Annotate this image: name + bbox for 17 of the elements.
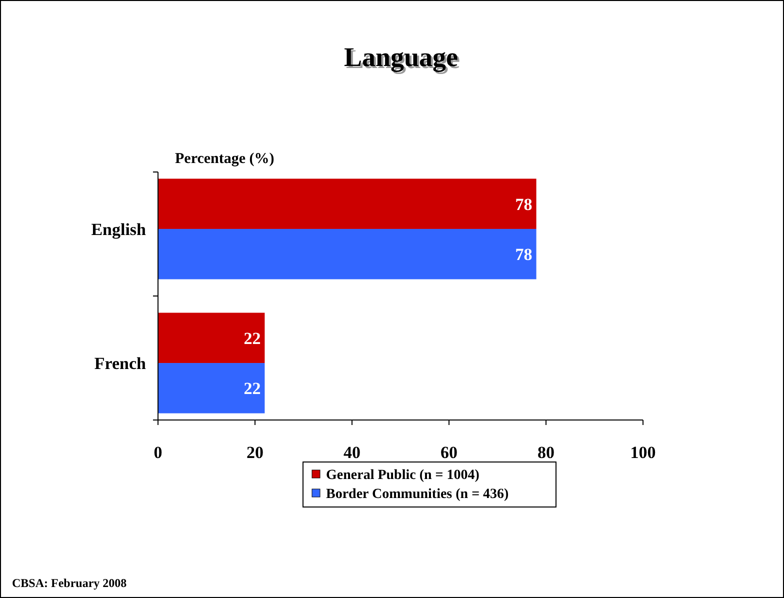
x-tick-label: 80 [538,443,554,462]
data-label: 22 [244,328,261,348]
legend-label: Border Communities (n = 436) [326,486,510,502]
x-tick-label: 60 [440,443,458,462]
data-label: 78 [515,194,532,214]
x-tick-label: 40 [344,443,360,462]
x-tick-label: 0 [154,443,162,462]
data-label: 78 [515,245,532,264]
chart-title: Language [346,44,460,74]
legend-label: General Public (n = 1004) [326,468,480,483]
text: CBSA: February 2008 [12,576,127,590]
x-tick-label: 100 [630,443,656,462]
y-tick-label: English [91,220,147,239]
x-tick-label: 20 [246,443,264,462]
y-tick-label: French [94,354,147,373]
x-axis-title: Percentage (%) [175,151,274,167]
data-label: 22 [244,379,261,398]
